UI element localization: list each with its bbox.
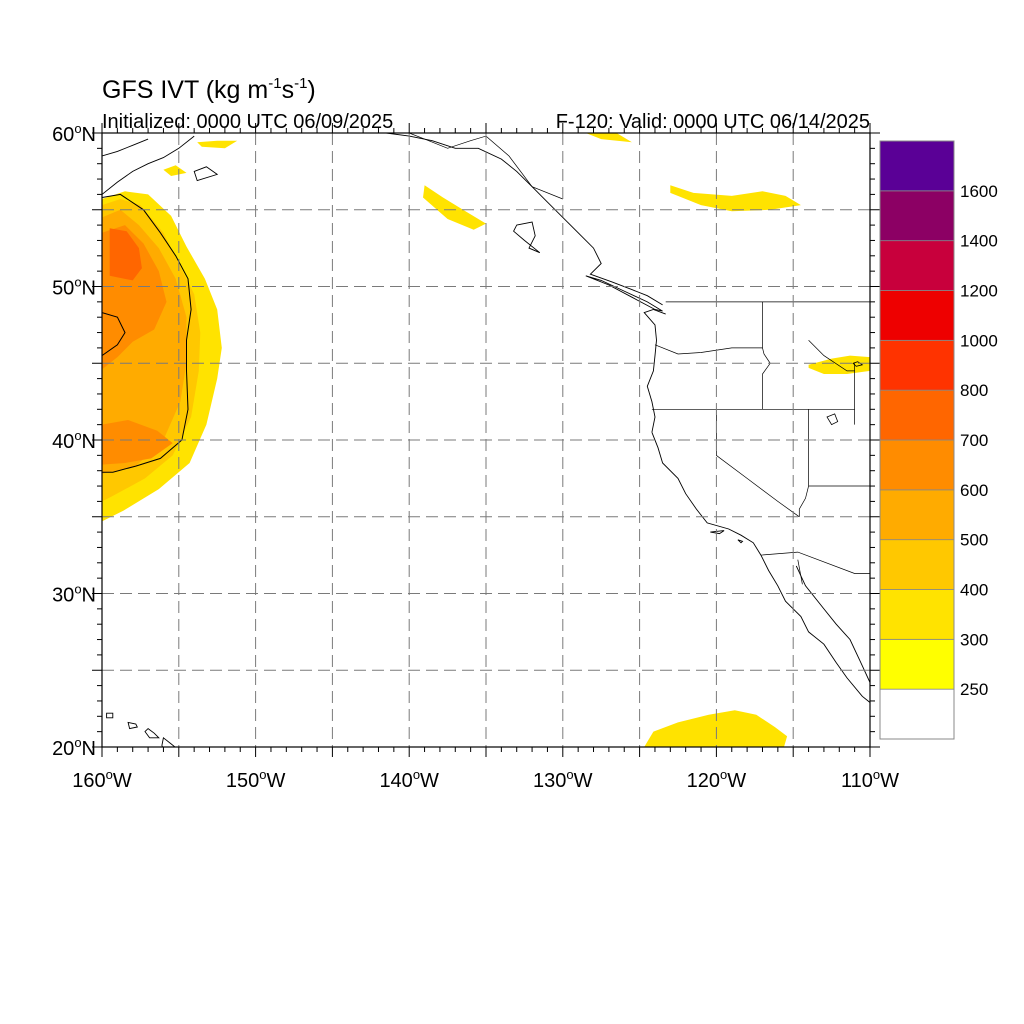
- colorbar-label: 400: [960, 581, 988, 600]
- coastline: [795, 565, 870, 683]
- ivt-region-north-streak: [670, 185, 801, 212]
- state-border: [808, 339, 855, 372]
- ivt-region-sw-blob: [644, 710, 788, 747]
- state-border: [798, 409, 809, 517]
- state-border: [762, 301, 771, 410]
- map-frame: [101, 132, 871, 748]
- ivt-region-top-streak: [585, 133, 632, 143]
- colorbar-box: [879, 638, 955, 690]
- colorbar-box: [879, 290, 955, 341]
- gridlines: [102, 133, 870, 747]
- colorbar-label: 300: [960, 630, 988, 649]
- colorbar-label: 700: [960, 431, 988, 450]
- island: [193, 166, 219, 182]
- contour-600-inner: [102, 312, 126, 357]
- lake: [852, 361, 864, 367]
- lon-label: 160oW: [72, 767, 132, 792]
- lon-label: 120oW: [687, 767, 747, 792]
- lat-label: 40oN: [52, 428, 96, 453]
- state-border: [716, 409, 800, 518]
- lat-label: 20oN: [52, 735, 96, 760]
- colorbar-frame: [879, 140, 955, 740]
- lat-label: 30oN: [52, 582, 96, 607]
- colorbar-box: [879, 140, 955, 192]
- coastline: [651, 432, 870, 703]
- plot-area: [102, 133, 870, 747]
- colorbar-label: 1600: [960, 182, 998, 201]
- lon-label: 130oW: [533, 767, 593, 792]
- ivt-region-alaska-streak: [197, 140, 238, 149]
- colorbar-box: [879, 589, 955, 640]
- island: [106, 712, 114, 719]
- colorbar-box: [879, 240, 955, 291]
- colorbar-label: 600: [960, 481, 988, 500]
- island: [127, 721, 138, 730]
- ivt-region-gulf-streak: [423, 185, 486, 230]
- colorbar-label: 500: [960, 531, 988, 550]
- state-border: [797, 559, 803, 585]
- island: [737, 539, 744, 544]
- colorbar-box: [879, 190, 955, 242]
- colorbar-box: [879, 339, 955, 391]
- lat-label: 60oN: [52, 121, 96, 146]
- state-border: [654, 344, 763, 355]
- initialized-time: Initialized: 0000 UTC 06/09/2025: [102, 111, 393, 133]
- colorbar: 250 300 400 500 600 700 800 1000 1200 1400 1600: [879, 140, 998, 740]
- island: [585, 275, 663, 312]
- island: [144, 728, 160, 739]
- colorbar-box: [879, 439, 955, 491]
- colorbar-label: 1400: [960, 232, 998, 251]
- island: [513, 221, 541, 254]
- colorbar-label: 1000: [960, 331, 998, 350]
- colorbar-label: 250: [960, 680, 988, 699]
- ivt-region-west-plume-700: [109, 228, 142, 281]
- island: [161, 736, 176, 747]
- state-border: [760, 551, 870, 574]
- coastline: [102, 138, 149, 157]
- colorbar-box: [879, 539, 955, 590]
- colorbar-box: [879, 489, 955, 541]
- lon-label: 110oW: [841, 767, 899, 792]
- lake: [826, 413, 839, 426]
- valid-time: F-120: Valid: 0000 UTC 06/14/2025: [556, 111, 870, 133]
- colorbar-box: [879, 688, 955, 740]
- colorbar-box: [879, 389, 955, 441]
- coastline: [102, 135, 195, 195]
- island: [710, 530, 725, 535]
- lat-label: 50oN: [52, 275, 96, 300]
- state-border: [409, 133, 563, 200]
- axis-ticks: [92, 123, 880, 757]
- lon-label: 150oW: [226, 767, 286, 792]
- ivt-contours: [102, 193, 192, 473]
- colorbar-label: 800: [960, 381, 988, 400]
- coastline: [386, 133, 663, 306]
- axis-labels: 160oW 150oW 140oW 130oW 120oW 110oW 60oN 50oN 40…: [52, 121, 899, 792]
- contour-600: [102, 193, 192, 473]
- map-title: GFS IVT (kg m-1s-1): [102, 75, 316, 104]
- ivt-shading: [102, 133, 870, 747]
- lon-label: 140oW: [379, 767, 439, 792]
- ivt-region-west-plume-600b: [102, 420, 173, 465]
- colorbar-label: 1200: [960, 282, 998, 301]
- ivt-region-small-patch-a: [163, 165, 187, 176]
- coastline: [643, 309, 666, 433]
